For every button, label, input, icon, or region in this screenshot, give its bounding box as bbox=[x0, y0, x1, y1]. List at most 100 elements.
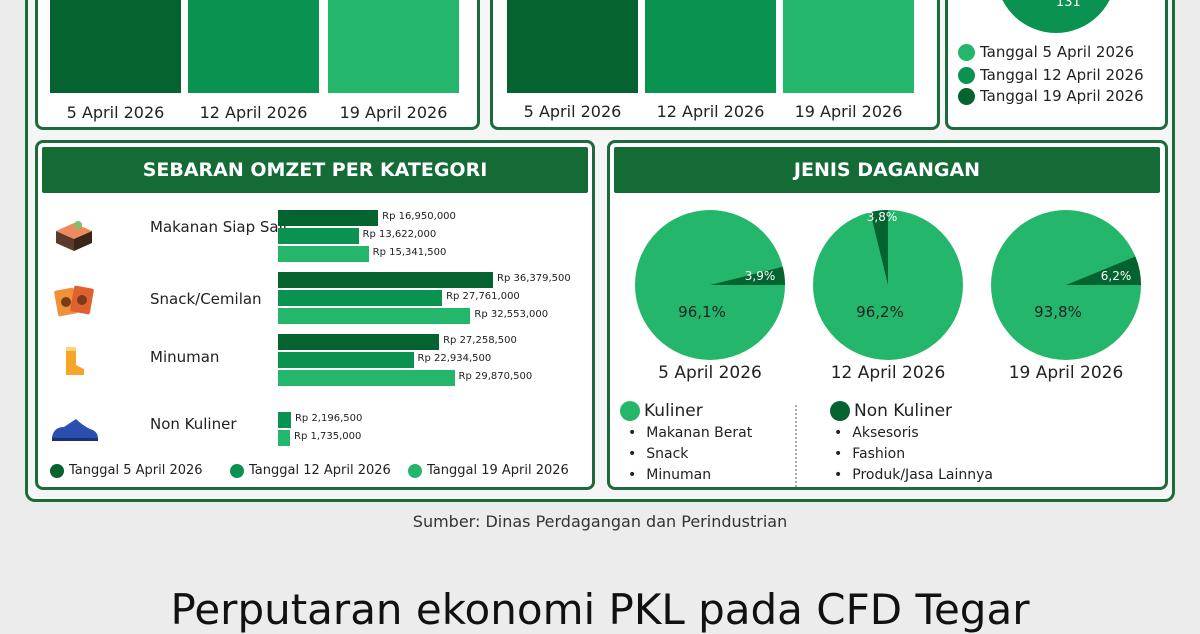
pie-slice-non-kuliner bbox=[710, 266, 785, 285]
jenis-header: JENIS DAGANGAN bbox=[614, 147, 1160, 193]
legend-list-item: Makanan Berat bbox=[628, 423, 752, 444]
pie-value-label: 6,2% bbox=[1100, 269, 1132, 283]
bar-value-label: Rp 13,622,000 bbox=[362, 229, 437, 240]
legend-item: Tanggal 19 April 2026 bbox=[408, 463, 569, 478]
x-label: 19 April 2026 bbox=[339, 103, 448, 122]
top-right-pie-panel: 131 Tanggal 5 April 2026 Tanggal 12 Apri… bbox=[945, 0, 1168, 130]
x-label: 12 April 2026 bbox=[199, 103, 308, 122]
source-text: Sumber: Dinas Perdagangan dan Perindustr… bbox=[412, 512, 788, 531]
shoe-icon bbox=[52, 419, 98, 441]
bar-value-label: Rp 22,934,500 bbox=[417, 353, 492, 364]
bar-3 bbox=[278, 370, 455, 386]
legend-list-item: Minuman bbox=[628, 465, 752, 486]
pie-chart bbox=[635, 210, 785, 360]
legend-kuliner: Kuliner Makanan Berat Snack Minuman bbox=[620, 401, 752, 486]
top-pie bbox=[1002, 0, 1110, 33]
pie-date-label: 19 April 2026 bbox=[1008, 363, 1124, 383]
bar-value-label: Rp 27,258,500 bbox=[443, 335, 517, 346]
legend-list-item: Snack bbox=[628, 444, 752, 465]
category-label: Minuman bbox=[150, 348, 220, 366]
jenis-dagangan-panel: JENIS DAGANGAN 96,1% 3,9% 5 April 2026 96,2… bbox=[607, 140, 1168, 490]
legend-dot bbox=[958, 87, 975, 105]
bar-2 bbox=[278, 430, 290, 446]
legend-dot bbox=[620, 401, 640, 421]
bar-value-label: Rp 27,761,000 bbox=[446, 291, 520, 302]
pie-date-label: 12 April 2026 bbox=[830, 363, 946, 383]
pie-value-label: 3,8% bbox=[866, 210, 898, 224]
omzet-header: SEBARAN OMZET PER KATEGORI bbox=[42, 147, 588, 193]
omzet-panel: SEBARAN OMZET PER KATEGORI Makanan Siap … bbox=[35, 140, 595, 490]
bento-icon bbox=[56, 221, 92, 251]
pie-chart bbox=[991, 210, 1141, 360]
x-label: 19 April 2026 bbox=[794, 102, 903, 121]
bar-1 bbox=[278, 272, 493, 288]
pie-value-label: 96,1% bbox=[678, 303, 726, 321]
pie-slice bbox=[1002, 0, 1110, 33]
legend-dot bbox=[830, 401, 850, 421]
legend-list-item: Aksesoris bbox=[834, 423, 993, 444]
x-label: 5 April 2026 bbox=[523, 102, 622, 121]
legend-label: Tanggal 12 April 2026 bbox=[249, 463, 391, 478]
bar-value-label: Rp 16,950,000 bbox=[382, 211, 456, 222]
bar-1 bbox=[278, 210, 379, 226]
bar-3 bbox=[278, 246, 369, 262]
bar-1 bbox=[278, 334, 440, 350]
legend-list-item: Fashion bbox=[834, 444, 993, 465]
legend-label: Tanggal 5 April 2026 bbox=[980, 43, 1135, 61]
bar-19-april bbox=[328, 0, 459, 93]
bar-value-label: Rp 32,553,000 bbox=[474, 309, 549, 320]
legend-label: Tanggal 19 April 2026 bbox=[980, 87, 1144, 105]
bar-2 bbox=[278, 228, 359, 244]
legend-dot bbox=[958, 66, 975, 84]
bar-19-april bbox=[783, 0, 914, 93]
pie-slice-non-kuliner bbox=[870, 210, 888, 285]
drink-icon bbox=[66, 347, 84, 375]
category-label: Snack/Cemilan bbox=[150, 290, 262, 308]
bar-2 bbox=[278, 290, 443, 306]
x-label: 12 April 2026 bbox=[656, 102, 765, 121]
legend-item: Tanggal 5 April 2026 bbox=[50, 463, 203, 478]
pie-slice-non-kuliner bbox=[1066, 256, 1141, 285]
legend-item: Tanggal 19 April 2026 bbox=[958, 87, 1144, 105]
legend-label: Tanggal 5 April 2026 bbox=[69, 463, 203, 478]
legend-label: Tanggal 12 April 2026 bbox=[980, 66, 1144, 84]
x-label: 5 April 2026 bbox=[66, 103, 165, 122]
pie-chart bbox=[813, 210, 963, 360]
bar-value-label: Rp 29,870,500 bbox=[458, 371, 533, 382]
legend-dot bbox=[230, 463, 244, 478]
pie-value-label: 93,8% bbox=[1034, 303, 1082, 321]
legend-non-kuliner: Non Kuliner Aksesoris Fashion Produk/Jas… bbox=[830, 401, 993, 486]
legend-list-item: Produk/Jasa Lainnya bbox=[834, 465, 993, 486]
pie-value-label: 3,9% bbox=[744, 269, 776, 283]
bar-2 bbox=[278, 352, 414, 368]
bar-12-april bbox=[645, 0, 776, 93]
bar-5-april bbox=[507, 0, 638, 93]
legend-item: Tanggal 12 April 2026 bbox=[230, 463, 391, 478]
category-label: Non Kuliner bbox=[150, 415, 237, 433]
bar-value-label: Rp 36,379,500 bbox=[497, 273, 571, 284]
bar-1 bbox=[278, 412, 291, 428]
bar-value-label: Rp 2,196,500 bbox=[294, 413, 363, 424]
legend-dot bbox=[958, 43, 975, 61]
pie-value-label: 96,2% bbox=[856, 303, 904, 321]
top-left-chart-panel: 5 April 2026 12 April 2026 19 April 2026 bbox=[35, 0, 480, 130]
bar-12-april bbox=[188, 0, 319, 93]
legend-divider bbox=[795, 405, 797, 487]
bar-value-label: Rp 1,735,000 bbox=[294, 431, 362, 442]
legend-item: Tanggal 5 April 2026 bbox=[958, 43, 1134, 61]
category-label: Makanan Siap Saji bbox=[150, 218, 287, 236]
snack-icon bbox=[54, 285, 94, 317]
legend-item: Tanggal 12 April 2026 bbox=[958, 66, 1144, 84]
pie-value-label: 131 bbox=[1056, 0, 1081, 10]
bar-value-label: Rp 15,341,500 bbox=[372, 247, 447, 258]
legend-label: Tanggal 19 April 2026 bbox=[427, 463, 569, 478]
top-mid-chart-panel: 5 April 2026 12 April 2026 19 April 2026 bbox=[490, 0, 940, 130]
legend-dot bbox=[50, 463, 64, 478]
bar-5-april bbox=[50, 0, 181, 93]
headline: Perputaran ekonomi PKL pada CFD Tegar bbox=[170, 585, 1030, 634]
pie-date-label: 5 April 2026 bbox=[658, 363, 762, 383]
legend-title: Non Kuliner bbox=[854, 401, 953, 421]
bar-3 bbox=[278, 308, 471, 324]
legend-title: Kuliner bbox=[644, 401, 703, 421]
legend-dot bbox=[408, 463, 422, 478]
